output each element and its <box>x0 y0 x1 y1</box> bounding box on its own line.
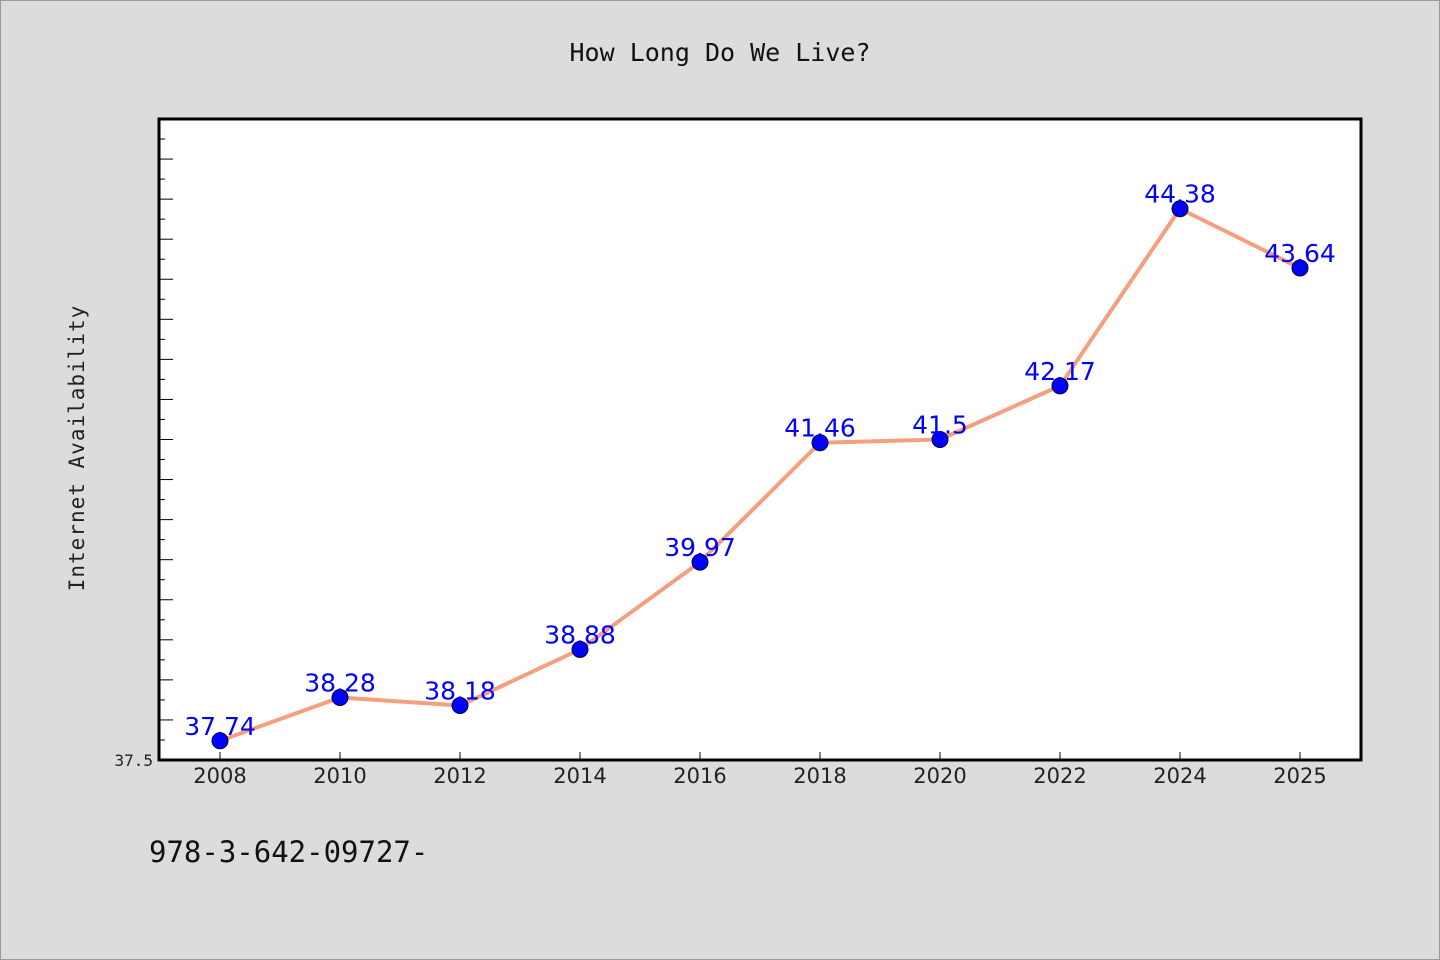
data-point <box>1171 200 1189 218</box>
series-group <box>211 200 1309 750</box>
x-tick-label: 2018 <box>793 764 846 788</box>
data-label: 44.38 <box>1144 180 1216 209</box>
data-label: 39.97 <box>664 533 736 562</box>
data-point <box>571 640 589 658</box>
data-point <box>1291 259 1309 277</box>
y-tick-label: 37.5 <box>114 751 153 770</box>
data-point <box>811 434 829 452</box>
data-labels: 37.74 38.28 38.18 38.88 39.97 41.46 41.5 42.17 4… <box>184 180 1336 741</box>
data-label: 38.88 <box>544 620 616 649</box>
data-label: 38.28 <box>304 669 376 698</box>
data-label: 41.5 <box>912 411 968 440</box>
data-point <box>211 732 229 750</box>
data-label: 43.64 <box>1264 239 1336 268</box>
x-tick-label: 2020 <box>913 764 966 788</box>
data-point <box>691 553 709 571</box>
x-axis-ticks: 2008 2010 2012 2014 2016 2018 2020 2022 2024 2025 <box>193 752 1327 788</box>
y-axis-label: Internet Availability <box>65 305 89 592</box>
x-tick-label: 2025 <box>1273 764 1326 788</box>
data-point <box>451 697 469 715</box>
data-label: 37.74 <box>184 712 256 741</box>
data-point <box>931 431 949 448</box>
data-point <box>1051 377 1069 395</box>
x-tick-label: 2014 <box>553 764 606 788</box>
x-tick-label: 2022 <box>1033 764 1086 788</box>
x-tick-label: 2024 <box>1153 764 1206 788</box>
plot-area <box>157 117 1363 762</box>
data-label: 38.18 <box>424 677 496 706</box>
x-tick-label: 2010 <box>313 764 366 788</box>
data-label: 41.46 <box>784 414 856 443</box>
x-tick-label: 2012 <box>433 764 486 788</box>
data-point <box>331 689 349 707</box>
series-line <box>218 206 1302 743</box>
x-tick-label: 2016 <box>673 764 726 788</box>
y-axis-ticks: 37.5 <box>114 118 173 770</box>
data-label: 42.17 <box>1024 357 1096 386</box>
footnote-isbn: 978-3-642-09727- <box>149 835 428 869</box>
x-tick-label: 2008 <box>193 764 246 788</box>
chart-title: How Long Do We Live? <box>569 38 870 67</box>
